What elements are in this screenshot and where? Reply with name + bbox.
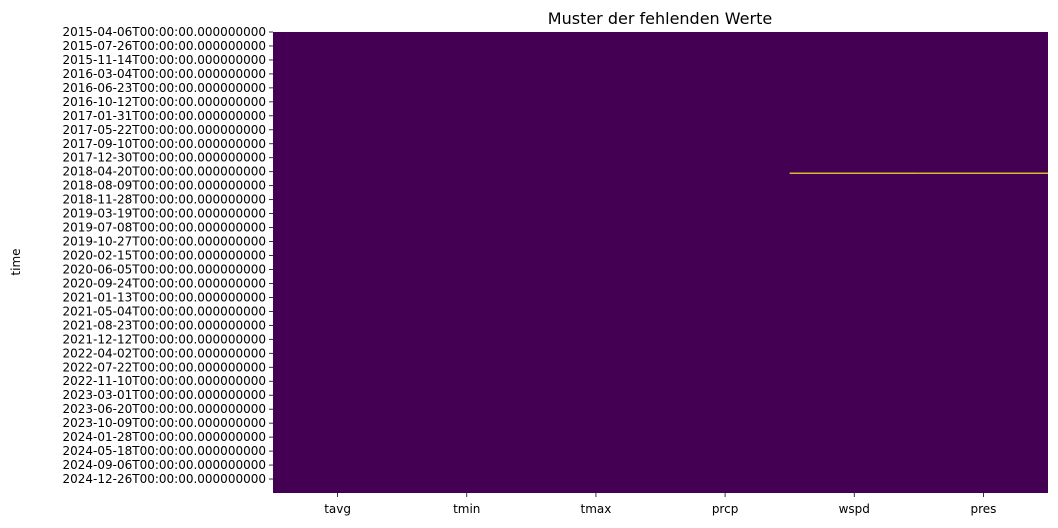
y-tick-label: 2024-09-06T00:00:00.000000000 <box>63 458 267 472</box>
y-tick-label: 2019-10-27T00:00:00.000000000 <box>63 235 267 249</box>
y-axis-ticks: 2015-04-06T00:00:00.0000000002015-07-26T… <box>63 25 273 486</box>
y-tick-label: 2024-12-26T00:00:00.000000000 <box>63 472 267 486</box>
y-axis-label: time <box>9 248 23 275</box>
missing-value-cell-pres <box>918 172 1048 174</box>
y-tick-label: 2019-03-19T00:00:00.000000000 <box>63 207 267 221</box>
y-tick-label: 2017-05-22T00:00:00.000000000 <box>63 123 267 137</box>
x-axis-ticks: tavg tmin tmax prcp wspd pres <box>324 493 996 516</box>
y-tick-label: 2022-11-10T00:00:00.000000000 <box>63 374 267 388</box>
y-tick-label: 2023-10-09T00:00:00.000000000 <box>63 416 267 430</box>
x-tick-label-prcp: prcp <box>712 502 739 516</box>
x-tick-label-wspd: wspd <box>839 502 870 516</box>
chart-title: Muster der fehlenden Werte <box>548 9 772 28</box>
y-tick-label: 2018-04-20T00:00:00.000000000 <box>63 165 267 179</box>
y-tick-label: 2018-08-09T00:00:00.000000000 <box>63 179 267 193</box>
y-tick-label: 2022-07-22T00:00:00.000000000 <box>63 360 267 374</box>
heatmap-plot-area <box>273 32 1048 493</box>
y-tick-label: 2021-12-12T00:00:00.000000000 <box>63 332 267 346</box>
y-tick-label: 2020-06-05T00:00:00.000000000 <box>63 262 267 276</box>
y-tick-label: 2023-03-01T00:00:00.000000000 <box>63 388 267 402</box>
heatmap-present-values <box>273 32 1048 493</box>
missing-value-cell-wspd <box>789 172 919 174</box>
x-tick-label-tmin: tmin <box>453 502 480 516</box>
y-tick-label: 2020-02-15T00:00:00.000000000 <box>63 249 267 263</box>
y-tick-label: 2016-06-23T00:00:00.000000000 <box>63 81 267 95</box>
y-tick-label: 2024-01-28T00:00:00.000000000 <box>63 430 267 444</box>
y-tick-label: 2015-07-26T00:00:00.000000000 <box>63 39 267 53</box>
y-tick-label: 2021-01-13T00:00:00.000000000 <box>63 290 267 304</box>
y-tick-label: 2015-04-06T00:00:00.000000000 <box>63 25 267 39</box>
x-tick-label-tmax: tmax <box>580 502 611 516</box>
y-tick-label: 2021-08-23T00:00:00.000000000 <box>63 318 267 332</box>
y-tick-label: 2022-04-02T00:00:00.000000000 <box>63 346 267 360</box>
y-tick-label: 2024-05-18T00:00:00.000000000 <box>63 444 267 458</box>
y-tick-label: 2015-11-14T00:00:00.000000000 <box>63 53 267 67</box>
x-tick-label-pres: pres <box>970 502 996 516</box>
y-tick-label: 2016-03-04T00:00:00.000000000 <box>63 67 267 81</box>
y-tick-label: 2018-11-28T00:00:00.000000000 <box>63 193 267 207</box>
y-tick-label: 2016-10-12T00:00:00.000000000 <box>63 95 267 109</box>
y-tick-label: 2019-07-08T00:00:00.000000000 <box>63 221 267 235</box>
x-tick-label-tavg: tavg <box>324 502 351 516</box>
y-tick-label: 2023-06-20T00:00:00.000000000 <box>63 402 267 416</box>
y-tick-label: 2017-12-30T00:00:00.000000000 <box>63 151 267 165</box>
y-tick-label: 2020-09-24T00:00:00.000000000 <box>63 276 267 290</box>
y-tick-label: 2021-05-04T00:00:00.000000000 <box>63 304 267 318</box>
y-tick-label: 2017-09-10T00:00:00.000000000 <box>63 137 267 151</box>
y-tick-label: 2017-01-31T00:00:00.000000000 <box>63 109 267 123</box>
